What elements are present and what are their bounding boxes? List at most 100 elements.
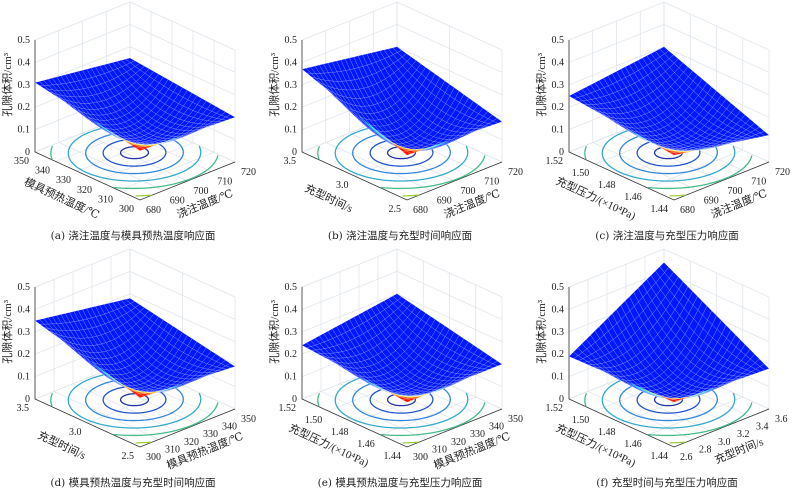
x-tick-label: 3.0	[718, 437, 731, 448]
y-tick-label: 1.50	[572, 168, 590, 179]
x-tick-label: 710	[484, 177, 499, 188]
x-tick-label: 350	[241, 414, 256, 425]
surface-patch	[132, 106, 143, 115]
surface-patch	[360, 106, 370, 114]
surface-patch	[410, 381, 421, 387]
surface-patch	[691, 142, 703, 147]
surface-patch	[639, 336, 650, 349]
y-tick-label: 1.44	[651, 204, 669, 215]
surface-patch	[725, 380, 735, 385]
z-gridline	[568, 1, 770, 51]
z-axis-label: 孔隙体积/cm³	[0, 299, 14, 363]
surface-patch	[600, 367, 612, 373]
surface-patch	[621, 328, 632, 342]
x-tick-label: 700	[194, 186, 209, 197]
surface-patch	[344, 368, 355, 375]
surface-patch	[431, 389, 442, 393]
z-tick-label: 0.5	[285, 35, 298, 46]
y-tick-label: 350	[14, 156, 29, 167]
surface-patch	[453, 379, 464, 385]
surface-patch	[106, 373, 116, 381]
surface-patch	[659, 379, 670, 387]
surface-patch	[310, 65, 321, 74]
surface-patch	[83, 103, 94, 110]
surface-patch	[320, 355, 331, 361]
surface-plot-b: 0 0.1 0.2 0.3 0.4 0.5 680 690 700 710 720 2.5 3.0 3.5…	[267, 0, 533, 246]
surface-patch	[72, 349, 82, 358]
surface-patch	[77, 111, 87, 119]
surface-patch	[663, 376, 674, 385]
surface-patch	[120, 138, 131, 143]
surface-patch	[401, 386, 413, 391]
surface-patch	[668, 149, 678, 152]
surface-patch	[573, 97, 584, 102]
surface-patch	[679, 81, 690, 93]
surface-patch	[607, 372, 617, 379]
x-tick-label: 2.8	[699, 444, 712, 455]
surface-patch	[34, 319, 45, 325]
surface-patch	[659, 146, 669, 150]
surface-patch	[342, 362, 353, 369]
surface-patch	[645, 119, 656, 127]
y-tick-label: 1.48	[598, 427, 616, 438]
surface-patch	[738, 139, 748, 142]
surface-patch	[627, 123, 638, 129]
surface-patch	[609, 113, 620, 119]
y-tick-label: 310	[98, 194, 113, 205]
z-tick-label: 0	[292, 394, 297, 405]
surface-patch	[626, 336, 636, 349]
surface-patch	[141, 333, 151, 344]
surface-patch	[356, 367, 367, 374]
surface-patch	[654, 375, 665, 384]
surface-patch	[613, 347, 623, 358]
surface-patch	[733, 140, 744, 143]
z-tick-label: 0.3	[552, 327, 565, 338]
z-tick-label: 0.4	[552, 304, 565, 315]
surface-patch	[708, 124, 719, 132]
surface-patch	[152, 142, 162, 146]
surface-patch	[387, 123, 398, 131]
surface-patch	[689, 331, 700, 345]
surface-patch	[102, 364, 113, 371]
surface-patch	[633, 70, 644, 81]
surface-patch	[324, 353, 335, 359]
surface-patch	[75, 102, 86, 110]
surface-patch	[199, 126, 210, 131]
surface-patch	[357, 312, 368, 324]
surface-patch	[410, 396, 421, 399]
surface-patch	[117, 135, 127, 140]
surface-patch	[716, 320, 727, 335]
surface-patch	[419, 147, 429, 150]
surface-patch	[653, 333, 663, 347]
panel-caption: (d) 模具预热温度与充型时间响应面	[50, 477, 216, 489]
surface-patch	[106, 113, 117, 120]
x-tick-label: 2.6	[680, 452, 693, 463]
surface-patch	[91, 76, 101, 86]
surface-patch	[654, 393, 665, 398]
surface-patch	[369, 119, 380, 127]
surface-patch	[488, 363, 499, 368]
surface-patch	[690, 392, 700, 397]
surface-patch	[746, 136, 757, 139]
surface-patch	[629, 72, 640, 84]
surface-patch	[691, 132, 701, 139]
contour-line	[669, 441, 686, 444]
surface-patch	[329, 90, 339, 99]
y-tick-label: 1.52	[279, 403, 297, 414]
surface-patch	[342, 101, 353, 110]
axes	[568, 287, 770, 448]
contour-line	[119, 393, 150, 407]
surface-patch	[177, 134, 188, 140]
surface-patch	[92, 119, 102, 128]
surface-patch	[347, 367, 358, 373]
panel-caption: (f) 充型时间与充型压力响应面	[596, 477, 738, 489]
surface-patch	[650, 141, 660, 147]
surface-patch	[627, 358, 637, 368]
x-tick-label: 710	[217, 177, 232, 188]
surface-patch	[650, 391, 660, 396]
surface-patch	[100, 372, 110, 380]
surface-patch	[383, 389, 393, 394]
surface-patch	[131, 332, 142, 343]
z-tick-label: 0.4	[552, 57, 565, 68]
